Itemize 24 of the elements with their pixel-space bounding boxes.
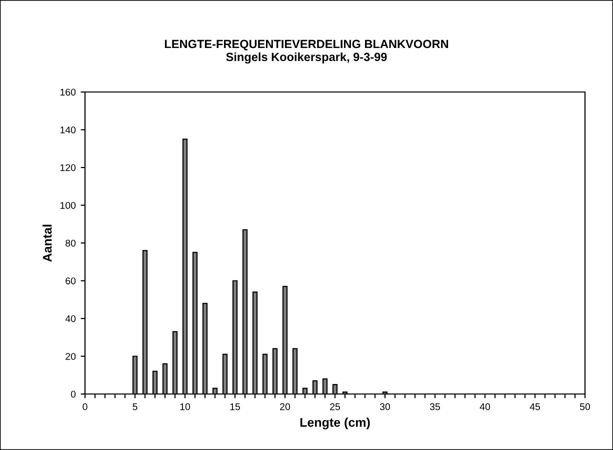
y-tick-label: 20 [66, 352, 76, 360]
chart-title: LENGTE-FREQUENTIEVERDELING BLANKVOORN [164, 40, 448, 50]
x-tick-label: 5 [132, 403, 138, 410]
x-tick-label: 10 [180, 403, 190, 410]
x-tick-label: 35 [430, 403, 440, 410]
y-tick-label: 140 [60, 126, 76, 134]
x-tick-label: 50 [580, 403, 590, 410]
x-tick-label: 20 [280, 403, 290, 410]
x-tick-label: 30 [380, 403, 390, 410]
x-tick-label: 45 [530, 403, 540, 410]
y-axis-title: Aantal [42, 224, 52, 262]
y-tick-label: 40 [65, 315, 76, 322]
x-tick-label: 25 [330, 403, 340, 410]
x-tick-label: 15 [230, 403, 240, 410]
chart-subtitle: Singels Kooikerspark, 9-3-99 [226, 52, 387, 64]
y-tick-label: 80 [66, 240, 76, 247]
x-axis-title: Lengte (cm) [300, 418, 370, 430]
y-tick-label: 100 [60, 202, 76, 209]
x-tick-label: 0 [82, 403, 88, 410]
y-tick-label: 120 [60, 164, 76, 172]
y-tick-label: 0 [70, 390, 76, 398]
y-tick-label: 60 [66, 277, 76, 284]
y-tick-label: 160 [60, 88, 76, 96]
x-tick-label: 40 [480, 403, 490, 410]
